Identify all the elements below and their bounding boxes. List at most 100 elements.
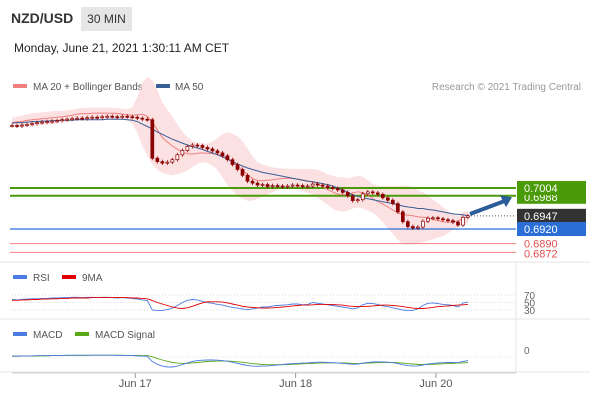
candle: [456, 220, 460, 228]
candle-body: [451, 220, 455, 223]
candle-body: [235, 164, 240, 170]
candle-body: [210, 148, 215, 152]
candle: [55, 118, 59, 124]
candle-body: [195, 144, 200, 147]
candle: [40, 120, 44, 125]
time-tick-label: Jun 20: [419, 378, 452, 390]
candle-body: [310, 183, 315, 187]
candle: [451, 218, 455, 225]
candle-body: [170, 159, 175, 163]
candle: [225, 153, 230, 162]
time-axis: Jun 17 Jun 18 Jun 20: [12, 372, 516, 390]
candle-body: [80, 117, 84, 120]
candle: [245, 173, 250, 184]
candle: [275, 183, 280, 188]
candle: [90, 115, 95, 120]
candle: [75, 116, 79, 121]
resistance-1-label-text: 0.7004: [524, 183, 558, 195]
candle-body: [55, 120, 59, 122]
candle-body: [300, 185, 305, 187]
candle-body: [20, 124, 24, 127]
candle: [260, 182, 265, 188]
candle-body: [260, 184, 265, 186]
scenario-arrow-shaft: [469, 199, 505, 216]
candle: [160, 159, 165, 166]
candle: [270, 183, 275, 189]
candle-body: [406, 221, 410, 227]
candle-body: [135, 116, 140, 119]
candle: [385, 195, 390, 203]
candle: [255, 181, 260, 188]
rsi-tick-label: 50: [524, 299, 536, 310]
candle-body: [285, 185, 290, 188]
candle: [60, 117, 64, 123]
macd-tick-label: 0: [524, 346, 530, 357]
candle: [406, 219, 410, 229]
candle: [70, 116, 74, 122]
candle: [320, 183, 325, 188]
target-1-label-text: 0.6890: [524, 239, 558, 251]
candle: [170, 157, 175, 165]
candle-body: [335, 188, 340, 191]
candle-body: [45, 121, 49, 123]
candle-body: [150, 119, 155, 159]
rsi-legend-swatch: [13, 275, 27, 279]
candle: [365, 189, 370, 196]
candle: [280, 184, 285, 189]
candle-body: [290, 184, 295, 187]
candle: [441, 216, 445, 222]
candle: [25, 122, 29, 127]
candle: [350, 193, 355, 203]
candle: [185, 144, 190, 153]
candle: [100, 114, 105, 120]
candle-body: [265, 184, 270, 187]
candle: [411, 224, 415, 230]
candle: [310, 182, 315, 188]
candle-body: [355, 199, 360, 202]
candle: [165, 160, 170, 166]
candle: [360, 191, 365, 202]
candle: [305, 184, 310, 189]
timeframe-badge[interactable]: 30 MIN: [81, 7, 132, 31]
candle: [466, 213, 470, 220]
candle: [446, 217, 450, 223]
candle-body: [190, 144, 195, 147]
candle-body: [75, 117, 79, 120]
candle: [461, 215, 465, 228]
candle: [426, 216, 430, 224]
rsi-tick-label: 70: [524, 291, 536, 302]
candle-body: [385, 197, 390, 201]
candle: [240, 167, 245, 178]
candle: [380, 192, 385, 200]
candle: [325, 184, 330, 190]
candle-body: [401, 211, 405, 223]
ma50-legend-label: MA 50: [175, 82, 204, 93]
target-1-label: 0.6890: [524, 239, 558, 251]
candle: [155, 156, 160, 164]
candle-body: [270, 185, 275, 187]
pivot-label-box: [517, 222, 586, 236]
candle: [370, 189, 375, 195]
scenario-arrow-head: [500, 195, 512, 208]
candle-body: [350, 195, 355, 202]
candle: [120, 114, 125, 120]
candle-body: [215, 150, 220, 154]
ma20-legend-label: MA 20 + Bollinger Bands: [33, 82, 143, 93]
candle-body: [305, 185, 310, 188]
rsi-legend-label: RSI: [33, 273, 50, 284]
candle-body: [175, 154, 180, 161]
rsi-ma-legend-swatch: [62, 275, 76, 279]
pair-title: NZD/USD: [11, 10, 74, 26]
rsi-line: [11, 296, 469, 311]
macd-signal-legend-swatch: [75, 332, 89, 336]
candle: [416, 225, 420, 230]
candle-body: [230, 159, 235, 165]
candle-body: [130, 116, 135, 119]
resistance-1-label-box: [517, 181, 586, 195]
candle-body: [85, 117, 90, 120]
candle: [10, 123, 14, 128]
rsi-tick-label: 30: [524, 306, 536, 317]
candle-body: [120, 115, 125, 118]
